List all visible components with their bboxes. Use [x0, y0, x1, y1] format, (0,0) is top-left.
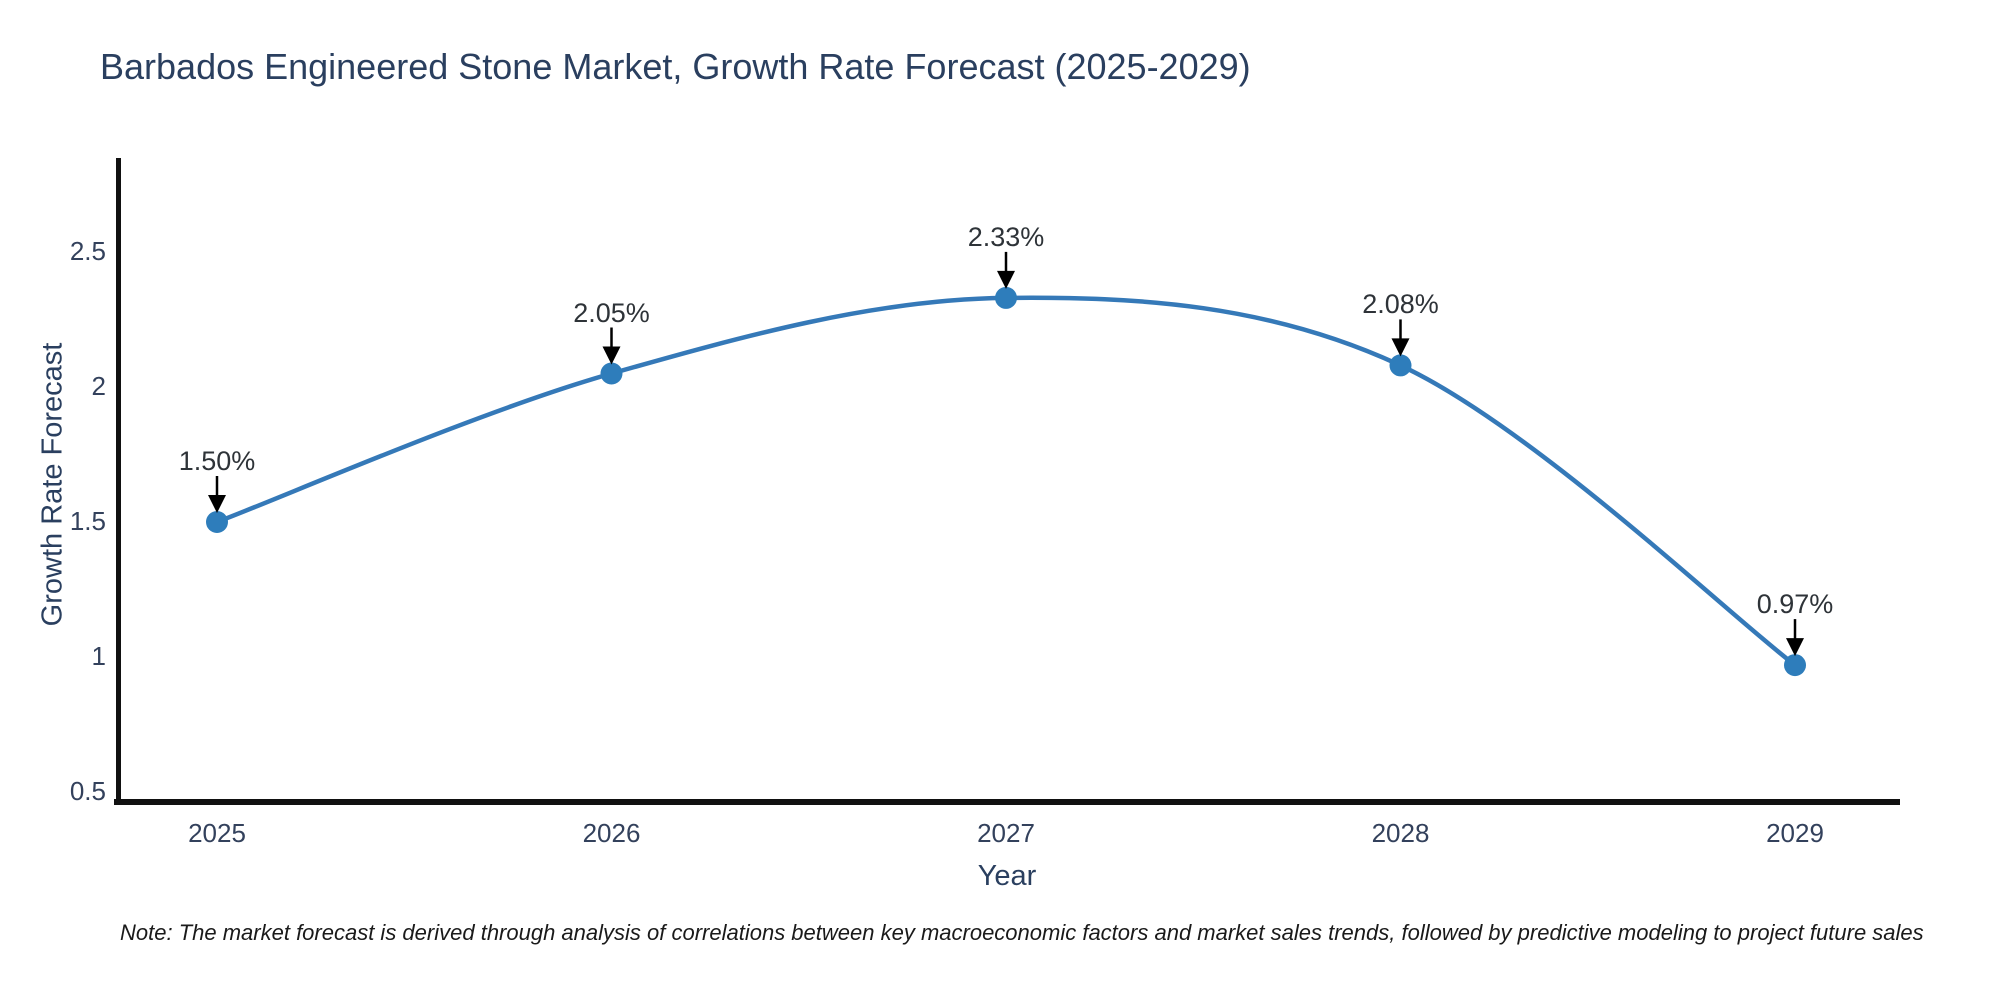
annotation-arrowhead	[1391, 338, 1410, 357]
point-value-label: 2.08%	[1362, 289, 1439, 320]
data-point-marker	[1784, 654, 1806, 677]
data-point-marker	[600, 362, 623, 385]
x-tick-label: 2025	[188, 818, 246, 848]
annotation-arrowhead	[1786, 638, 1804, 657]
annotation-arrowhead	[602, 346, 621, 365]
x-tick-label: 2027	[977, 818, 1035, 848]
point-value-label: 0.97%	[1756, 589, 1834, 620]
annotation-arrowhead	[997, 270, 1015, 289]
data-point-marker	[206, 511, 228, 533]
x-tick-label: 2028	[1371, 818, 1430, 848]
y-tick-label: 0.5	[69, 776, 106, 806]
y-tick-label: 2	[91, 371, 106, 401]
point-value-label: 2.05%	[573, 297, 650, 328]
x-axis-line	[114, 799, 1900, 805]
data-point-marker	[1389, 354, 1412, 377]
y-tick-label: 1	[91, 641, 106, 671]
y-axis-line	[116, 158, 121, 804]
point-value-label: 1.50%	[178, 446, 256, 476]
point-value-label: 2.33%	[967, 221, 1045, 252]
y-tick-label: 2.5	[69, 236, 106, 266]
footnote: Note: The market forecast is derived thr…	[120, 920, 1924, 945]
x-axis-title: Year	[977, 860, 1037, 892]
forecast-line	[214, 295, 1798, 668]
x-tick-label: 2029	[1766, 818, 1824, 848]
annotation-arrowhead	[208, 495, 226, 513]
chart-title: Barbados Engineered Stone Market, Growth…	[100, 46, 1251, 87]
y-tick-label: 1.5	[69, 506, 106, 536]
data-point-marker	[995, 286, 1017, 309]
x-tick-label: 2026	[582, 818, 641, 848]
